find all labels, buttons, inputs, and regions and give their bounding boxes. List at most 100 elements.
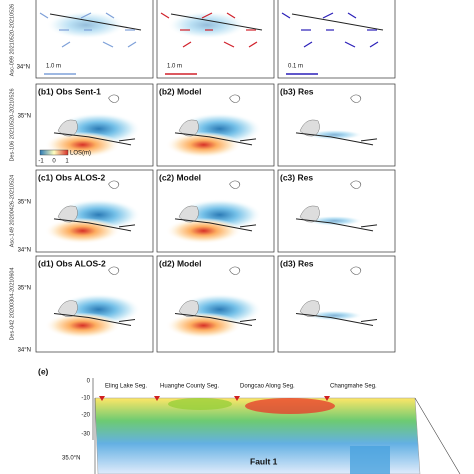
deformation <box>46 11 126 39</box>
track-label: Des-106 20210520-20210526 <box>9 88 15 161</box>
fault-trace <box>53 313 136 327</box>
scale-bar-label: 1.0 m <box>167 64 182 70</box>
shaded-terrain <box>299 300 320 318</box>
lat-label: 35°N <box>18 200 31 206</box>
map-panel <box>35 83 154 167</box>
fault-trace <box>49 13 142 31</box>
map-panel <box>35 169 154 253</box>
displacement-vector <box>61 41 71 48</box>
deformation-red <box>44 312 121 339</box>
deformation-red <box>165 217 242 244</box>
lat-label: 34°N <box>17 65 30 71</box>
displacement-vector <box>201 12 213 19</box>
panel-frame <box>277 255 396 353</box>
legend-tick: -1 <box>38 159 44 165</box>
displacement-vector <box>223 41 235 48</box>
fault-plane <box>94 397 421 474</box>
fault-trace <box>53 132 136 146</box>
displacement-vector <box>347 12 357 19</box>
depth-tick: -30 <box>81 432 90 438</box>
shaded-terrain <box>299 205 320 223</box>
map-panel <box>35 255 154 353</box>
map-panel <box>277 255 396 353</box>
panel-frame <box>277 169 396 253</box>
segment-label: Huanghe County Seg. <box>160 384 219 390</box>
lake-outline <box>229 94 241 103</box>
legend-tick: 1 <box>65 159 69 165</box>
segment-label: Changmahe Seg. <box>330 384 377 390</box>
shaded-terrain <box>178 300 199 318</box>
deformation-red <box>165 312 242 339</box>
panel-label: (d3) Res <box>280 258 314 268</box>
lake-outline <box>229 266 241 275</box>
panel-label: (c1) Obs ALOS-2 <box>38 172 105 182</box>
legend-title: LOS(m) <box>70 151 91 157</box>
legend-colorbar <box>39 149 69 156</box>
panel-label: (c2) Model <box>159 172 201 182</box>
segment-label: Eling Lake Seg. <box>105 384 147 390</box>
fault-trace <box>295 218 378 232</box>
deformation-red <box>44 217 121 244</box>
fault-trace <box>53 218 136 232</box>
depth-tick: -10 <box>81 396 90 402</box>
legend-tick: 0 <box>52 159 56 165</box>
lake-outline <box>350 94 362 103</box>
displacement-vector <box>160 12 170 19</box>
track-label: Asc-149 20200426-20210524 <box>9 175 15 247</box>
slip-patch <box>168 398 232 410</box>
fault-trace <box>295 313 378 327</box>
slip-patch <box>245 398 335 414</box>
fault-trace <box>174 218 257 232</box>
fault-branch <box>350 446 390 474</box>
displacement-vector <box>281 12 291 19</box>
map-panel <box>156 169 275 253</box>
panel-label: (e) <box>38 366 49 376</box>
scale-bar-label: 1.0 m <box>46 64 61 70</box>
panel-label: (b1) Obs Sent-1 <box>38 86 101 96</box>
panel-label: (b2) Model <box>159 86 202 96</box>
map-panel <box>156 83 275 167</box>
segment-marker <box>154 396 160 401</box>
shaded-terrain <box>57 119 78 137</box>
shaded-terrain <box>178 119 199 137</box>
shaded-terrain <box>57 300 78 318</box>
displacement-vector <box>226 12 236 19</box>
displacement-vector <box>303 41 313 48</box>
fault-name: Fault 1 <box>250 456 278 466</box>
lake-outline <box>229 180 241 189</box>
fault-trace <box>291 13 384 31</box>
lake-outline <box>108 180 120 189</box>
displacement-vector <box>344 41 356 48</box>
residual <box>306 215 363 226</box>
panel-label: (d1) Obs ALOS-2 <box>38 258 106 268</box>
lat-label: 35.0°N <box>62 456 80 462</box>
displacement-vector <box>80 12 92 19</box>
shaded-terrain <box>299 119 320 137</box>
map-panel <box>277 169 396 253</box>
track-label: Asc-099 20210520-20210526 <box>9 4 15 76</box>
scale-bar-label: 0.1 m <box>288 64 303 70</box>
fault-trace <box>170 13 263 31</box>
lat-label: 35°N <box>18 114 31 120</box>
lake-outline <box>350 266 362 275</box>
displacement-vector <box>39 12 49 19</box>
segment-label: Dongcao Along Seg. <box>240 384 295 390</box>
map-panel <box>277 83 396 167</box>
segment-marker <box>324 396 330 401</box>
lake-outline <box>350 180 362 189</box>
displacement-vector <box>127 41 137 48</box>
shaded-terrain <box>57 205 78 223</box>
displacement-vector <box>105 12 115 19</box>
panel-label: (d2) Model <box>159 258 202 268</box>
lat-label: 35°N <box>18 286 31 292</box>
lake-outline <box>108 266 120 275</box>
displacement-vector <box>182 41 192 48</box>
panel-label: (c3) Res <box>280 172 313 182</box>
fault-trace <box>174 132 257 146</box>
deformation <box>288 11 368 39</box>
lake-outline <box>108 94 120 103</box>
shaded-terrain <box>178 205 199 223</box>
displacement-vector <box>369 41 379 48</box>
panel-label: (b3) Res <box>280 86 314 96</box>
